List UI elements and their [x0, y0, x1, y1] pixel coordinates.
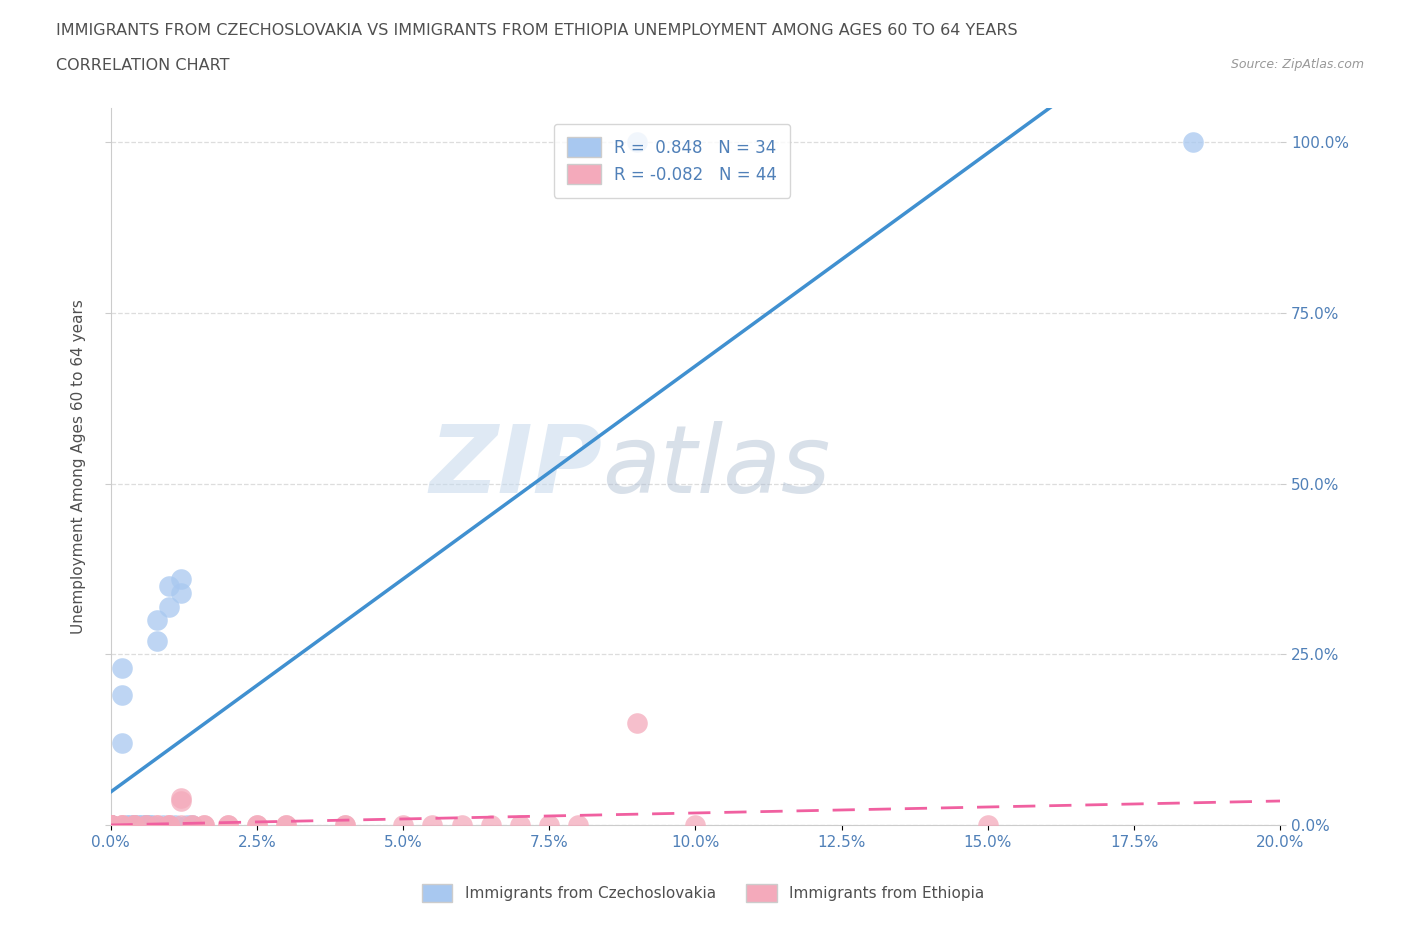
Point — [100, 817, 122, 832]
Point — [146, 613, 169, 628]
Point — [181, 817, 204, 832]
Point — [100, 817, 122, 832]
Point — [100, 817, 122, 832]
Point — [146, 633, 169, 648]
Point — [135, 817, 157, 832]
Point — [135, 817, 157, 832]
Text: ZIP: ZIP — [429, 420, 602, 512]
Point — [111, 817, 134, 832]
Point — [117, 817, 139, 832]
Text: Source: ZipAtlas.com: Source: ZipAtlas.com — [1230, 58, 1364, 71]
Point — [626, 715, 648, 730]
Point — [111, 817, 134, 832]
Point — [100, 817, 122, 832]
Point — [135, 817, 157, 832]
Point — [135, 817, 157, 832]
Point — [100, 817, 122, 832]
Legend: Immigrants from Czechoslovakia, Immigrants from Ethiopia: Immigrants from Czechoslovakia, Immigran… — [416, 878, 990, 909]
Point — [246, 817, 269, 832]
Point — [567, 817, 589, 832]
Point — [193, 817, 215, 832]
Point — [420, 817, 443, 832]
Legend: R =  0.848   N = 34, R = -0.082   N = 44: R = 0.848 N = 34, R = -0.082 N = 44 — [554, 124, 790, 197]
Point — [170, 794, 193, 809]
Point — [141, 817, 163, 832]
Point — [100, 817, 122, 832]
Point — [479, 817, 502, 832]
Point — [274, 817, 297, 832]
Point — [1181, 135, 1204, 150]
Point — [100, 817, 122, 832]
Point — [157, 817, 180, 832]
Point — [181, 817, 204, 832]
Point — [135, 817, 157, 832]
Point — [977, 817, 1000, 832]
Point — [193, 817, 215, 832]
Point — [246, 817, 269, 832]
Point — [274, 817, 297, 832]
Point — [117, 817, 139, 832]
Point — [100, 817, 122, 832]
Point — [146, 817, 169, 832]
Point — [685, 817, 707, 832]
Point — [122, 817, 145, 832]
Point — [122, 817, 145, 832]
Point — [450, 817, 472, 832]
Point — [146, 817, 169, 832]
Point — [217, 817, 239, 832]
Point — [176, 817, 198, 832]
Point — [181, 817, 204, 832]
Point — [170, 572, 193, 587]
Point — [100, 817, 122, 832]
Point — [333, 817, 356, 832]
Point — [157, 599, 180, 614]
Point — [170, 586, 193, 601]
Point — [100, 817, 122, 832]
Point — [122, 817, 145, 832]
Point — [157, 578, 180, 593]
Point — [157, 817, 180, 832]
Point — [111, 736, 134, 751]
Point — [157, 817, 180, 832]
Point — [163, 817, 186, 832]
Text: IMMIGRANTS FROM CZECHOSLOVAKIA VS IMMIGRANTS FROM ETHIOPIA UNEMPLOYMENT AMONG AG: IMMIGRANTS FROM CZECHOSLOVAKIA VS IMMIGR… — [56, 23, 1018, 38]
Point — [122, 817, 145, 832]
Point — [128, 817, 150, 832]
Point — [100, 817, 122, 832]
Y-axis label: Unemployment Among Ages 60 to 64 years: Unemployment Among Ages 60 to 64 years — [72, 299, 86, 634]
Point — [122, 817, 145, 832]
Point — [333, 817, 356, 832]
Point — [141, 817, 163, 832]
Point — [152, 817, 174, 832]
Point — [111, 688, 134, 703]
Text: CORRELATION CHART: CORRELATION CHART — [56, 58, 229, 73]
Point — [135, 817, 157, 832]
Point — [128, 817, 150, 832]
Point — [111, 660, 134, 675]
Point — [170, 790, 193, 805]
Point — [170, 817, 193, 832]
Point — [626, 135, 648, 150]
Point — [122, 817, 145, 832]
Point — [538, 817, 561, 832]
Point — [392, 817, 415, 832]
Point — [111, 817, 134, 832]
Text: atlas: atlas — [602, 421, 830, 512]
Point — [100, 817, 122, 832]
Point — [217, 817, 239, 832]
Point — [509, 817, 531, 832]
Point — [100, 817, 122, 832]
